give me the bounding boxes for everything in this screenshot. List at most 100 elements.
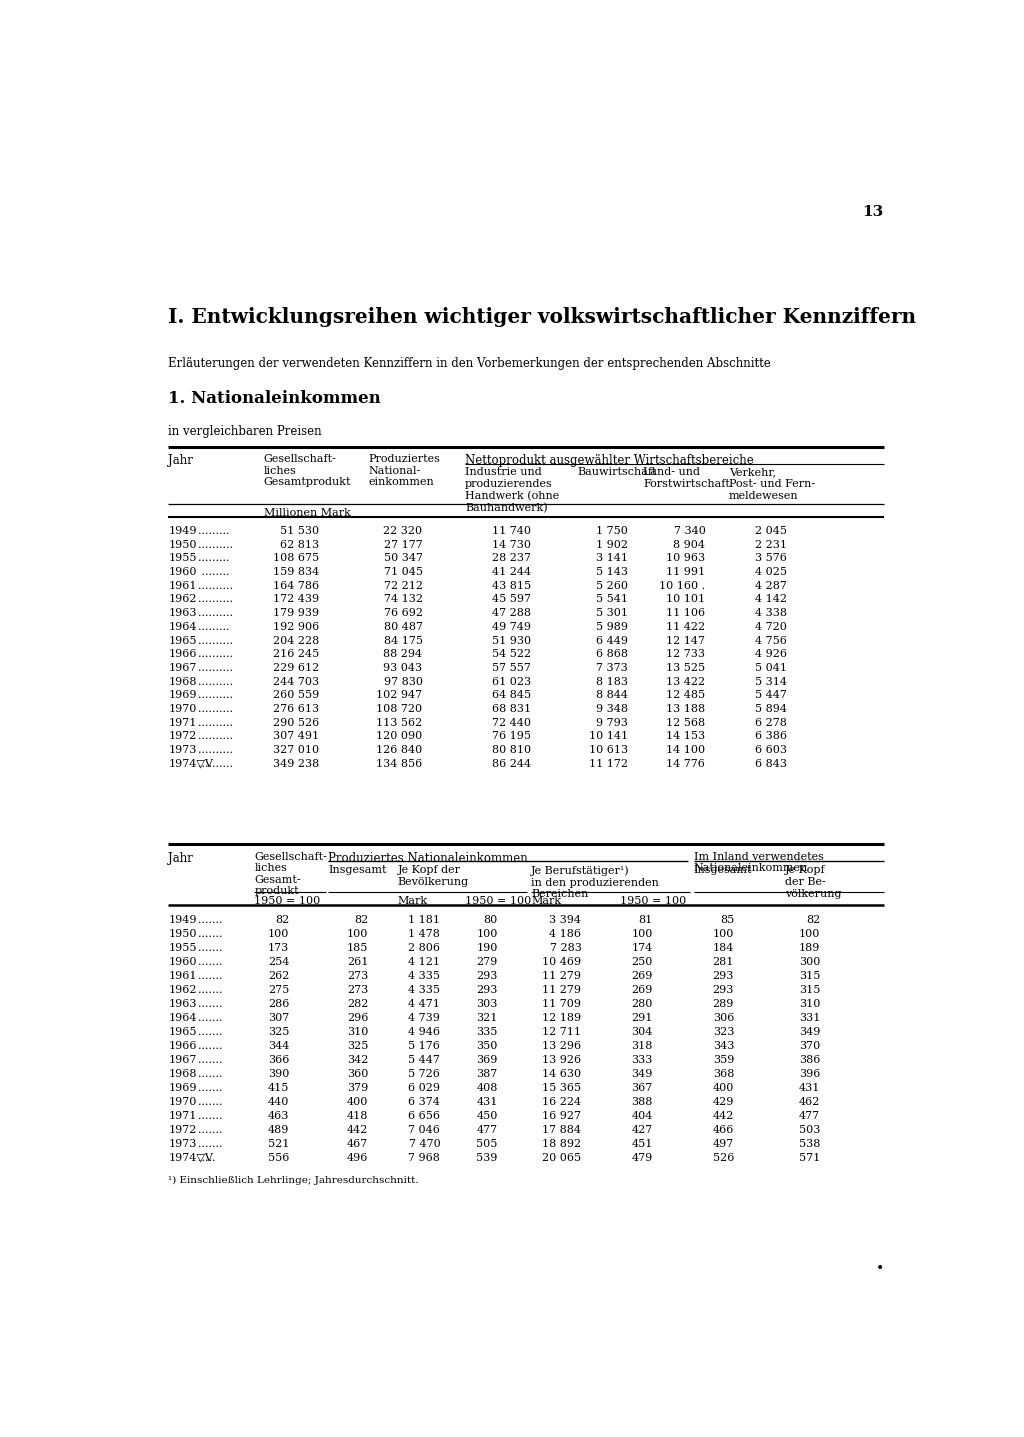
Text: 1950: 1950 — [168, 539, 197, 549]
Text: ..........: .......... — [198, 690, 232, 700]
Text: 4 739: 4 739 — [409, 1013, 440, 1023]
Text: 16 927: 16 927 — [543, 1111, 582, 1121]
Text: 293: 293 — [476, 971, 498, 981]
Text: ..........: .......... — [198, 677, 232, 687]
Text: 28 237: 28 237 — [492, 553, 531, 563]
Text: 4 720: 4 720 — [755, 622, 786, 632]
Text: 9 793: 9 793 — [596, 717, 628, 727]
Text: 1971: 1971 — [168, 1111, 197, 1121]
Text: 1955: 1955 — [168, 553, 197, 563]
Text: 49 749: 49 749 — [492, 622, 531, 632]
Text: 113 562: 113 562 — [376, 717, 423, 727]
Text: 14 776: 14 776 — [667, 759, 706, 769]
Text: 1955: 1955 — [168, 943, 197, 953]
Text: 126 840: 126 840 — [376, 746, 423, 756]
Text: 6 374: 6 374 — [409, 1096, 440, 1106]
Text: 61 023: 61 023 — [492, 677, 531, 687]
Text: 1965: 1965 — [168, 1027, 197, 1038]
Text: 396: 396 — [799, 1069, 820, 1079]
Text: 4 946: 4 946 — [409, 1027, 440, 1038]
Text: 279: 279 — [476, 957, 498, 967]
Text: 360: 360 — [347, 1069, 369, 1079]
Text: 310: 310 — [799, 999, 820, 1009]
Text: 93 043: 93 043 — [383, 662, 423, 673]
Text: .......: ....... — [198, 1125, 222, 1135]
Text: 344: 344 — [268, 1040, 289, 1050]
Text: 6 449: 6 449 — [596, 635, 628, 645]
Text: 204 228: 204 228 — [273, 635, 319, 645]
Text: 442: 442 — [347, 1125, 369, 1135]
Text: 5 894: 5 894 — [755, 704, 786, 714]
Text: 1970: 1970 — [168, 704, 197, 714]
Text: 6 603: 6 603 — [755, 746, 786, 756]
Text: .......: ....... — [198, 957, 222, 967]
Text: 164 786: 164 786 — [273, 581, 319, 591]
Text: 10 160 .: 10 160 . — [659, 581, 706, 591]
Text: 6 029: 6 029 — [409, 1083, 440, 1094]
Text: 5 314: 5 314 — [755, 677, 786, 687]
Text: 1 902: 1 902 — [596, 539, 628, 549]
Text: Jahr: Jahr — [168, 454, 194, 467]
Text: 343: 343 — [713, 1040, 734, 1050]
Text: ..........: .......... — [198, 650, 232, 660]
Text: 4 926: 4 926 — [755, 650, 786, 660]
Text: .......: ....... — [198, 984, 222, 994]
Text: 16 224: 16 224 — [543, 1096, 582, 1106]
Text: ..........: .......... — [198, 746, 232, 756]
Text: Nettoprodukt ausgewählter Wirtschaftsbereiche: Nettoprodukt ausgewählter Wirtschaftsber… — [465, 454, 754, 467]
Text: .......: ....... — [198, 943, 222, 953]
Text: .......: ....... — [198, 1027, 222, 1038]
Text: 14 100: 14 100 — [667, 746, 706, 756]
Text: 159 834: 159 834 — [273, 568, 319, 578]
Text: 387: 387 — [476, 1069, 498, 1079]
Text: 349 238: 349 238 — [273, 759, 319, 769]
Text: 496: 496 — [347, 1152, 369, 1163]
Text: Mark: Mark — [531, 897, 561, 907]
Text: 408: 408 — [476, 1083, 498, 1094]
Text: 84 175: 84 175 — [384, 635, 423, 645]
Text: 45 597: 45 597 — [492, 595, 531, 605]
Text: 9 348: 9 348 — [596, 704, 628, 714]
Text: 1950 = 100: 1950 = 100 — [465, 897, 531, 907]
Text: 1971: 1971 — [168, 717, 197, 727]
Text: 5 726: 5 726 — [409, 1069, 440, 1079]
Text: 100: 100 — [268, 928, 289, 938]
Text: 71 045: 71 045 — [384, 568, 423, 578]
Text: Mark: Mark — [397, 897, 428, 907]
Text: 6 386: 6 386 — [755, 731, 786, 741]
Text: 173: 173 — [268, 943, 289, 953]
Text: .......: ....... — [198, 999, 222, 1009]
Text: 74 132: 74 132 — [384, 595, 423, 605]
Text: 293: 293 — [713, 971, 734, 981]
Text: 5 260: 5 260 — [596, 581, 628, 591]
Text: 1964: 1964 — [168, 622, 197, 632]
Text: 467: 467 — [347, 1140, 369, 1150]
Text: 538: 538 — [799, 1140, 820, 1150]
Text: ..........: .......... — [198, 581, 232, 591]
Text: 11 422: 11 422 — [667, 622, 706, 632]
Text: Gesellschaft-
liches
Gesamt-
produkt: Gesellschaft- liches Gesamt- produkt — [254, 852, 328, 897]
Text: 300: 300 — [799, 957, 820, 967]
Text: 108 720: 108 720 — [377, 704, 423, 714]
Text: .........: ......... — [198, 526, 229, 536]
Text: 15 365: 15 365 — [543, 1083, 582, 1094]
Text: 505: 505 — [476, 1140, 498, 1150]
Text: 388: 388 — [632, 1096, 652, 1106]
Text: 269: 269 — [632, 984, 652, 994]
Text: 57 557: 57 557 — [493, 662, 531, 673]
Text: 1973: 1973 — [168, 1140, 197, 1150]
Text: .......: ....... — [198, 1083, 222, 1094]
Text: 12 147: 12 147 — [667, 635, 706, 645]
Text: 185: 185 — [347, 943, 369, 953]
Text: 81: 81 — [638, 915, 652, 925]
Text: 11 172: 11 172 — [589, 759, 628, 769]
Text: 41 244: 41 244 — [492, 568, 531, 578]
Text: 2 045: 2 045 — [755, 526, 786, 536]
Text: 462: 462 — [799, 1096, 820, 1106]
Text: 6 656: 6 656 — [409, 1111, 440, 1121]
Text: 10 101: 10 101 — [667, 595, 706, 605]
Text: 1960: 1960 — [168, 568, 197, 578]
Text: 1969: 1969 — [168, 1083, 197, 1094]
Text: 451: 451 — [632, 1140, 652, 1150]
Text: 11 106: 11 106 — [667, 608, 706, 618]
